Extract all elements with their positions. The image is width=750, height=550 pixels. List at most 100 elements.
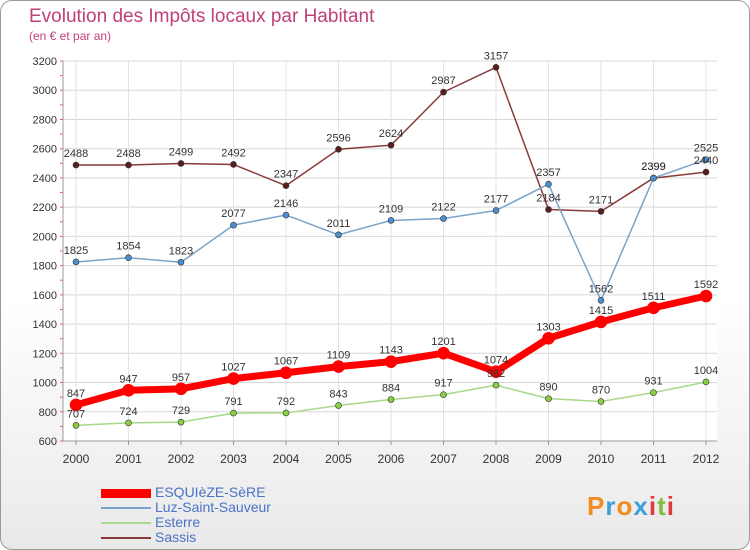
- data-label: 1823: [169, 245, 193, 257]
- data-point: [174, 382, 188, 396]
- data-point: [440, 88, 447, 96]
- data-label: 2146: [274, 198, 298, 210]
- data-point: [125, 419, 132, 427]
- data-point: [72, 422, 80, 429]
- data-label: 1562: [589, 283, 613, 295]
- data-label: 1074: [484, 355, 508, 367]
- logo-letter: o: [616, 491, 634, 521]
- data-point: [69, 398, 83, 412]
- y-tick-label: 600: [39, 436, 57, 448]
- data-point: [699, 289, 713, 303]
- data-label: 1109: [327, 350, 351, 362]
- logo-letter: r: [605, 491, 617, 521]
- data-point: [545, 206, 552, 213]
- data-point: [650, 174, 657, 182]
- logo-letter: t: [657, 491, 667, 521]
- y-tick-label: 3200: [33, 56, 57, 68]
- legend-label: ESQUIèZE-SèRE: [155, 484, 266, 500]
- data-label: 2357: [536, 167, 560, 179]
- data-label: 1027: [221, 362, 245, 374]
- data-label: 1143: [379, 345, 403, 357]
- data-point: [335, 145, 342, 153]
- data-point: [72, 258, 80, 266]
- data-label: 2488: [116, 148, 140, 160]
- data-label: 2122: [431, 202, 455, 214]
- data-point: [177, 258, 185, 266]
- y-tick-label: 2200: [33, 202, 57, 214]
- data-point: [702, 168, 710, 176]
- data-label: 982: [487, 368, 505, 380]
- logo-letter: x: [633, 491, 649, 521]
- data-point: [597, 208, 605, 215]
- data-label: 1854: [116, 241, 140, 253]
- y-tick-label: 2600: [33, 144, 57, 156]
- data-label: 1415: [589, 305, 613, 317]
- data-label: 2184: [536, 192, 560, 204]
- x-tick-label: 2003: [220, 452, 247, 466]
- data-point: [279, 366, 293, 380]
- data-point: [72, 161, 80, 169]
- data-point: [387, 141, 395, 149]
- x-tick-label: 2004: [273, 452, 300, 466]
- logo-letter: i: [666, 491, 675, 521]
- data-point: [384, 355, 398, 368]
- x-tick-label: 2006: [378, 452, 405, 466]
- data-point: [597, 398, 605, 405]
- y-tick-label: 3000: [33, 85, 57, 97]
- data-label: 957: [172, 372, 190, 384]
- chart-title: Evolution des Impôts locaux par Habitant: [29, 6, 375, 27]
- legend-label: Esterre: [155, 514, 201, 530]
- data-point: [597, 297, 605, 304]
- data-point: [545, 395, 552, 402]
- data-point: [647, 301, 660, 315]
- data-point: [282, 182, 290, 189]
- data-point: [282, 211, 290, 219]
- data-label: 3157: [484, 50, 508, 62]
- data-point: [177, 160, 185, 167]
- data-label: 2987: [431, 75, 455, 87]
- legend-swatch: [101, 537, 151, 539]
- legend-swatch: [101, 522, 151, 524]
- data-label: 2171: [589, 194, 613, 206]
- data-label: 2596: [326, 132, 350, 144]
- data-point: [332, 360, 345, 373]
- legend-swatch: [101, 488, 151, 498]
- proxiti-logo: Proxiti: [587, 491, 675, 522]
- data-point: [125, 254, 132, 262]
- x-tick-label: 2011: [641, 452, 667, 466]
- data-point: [440, 215, 447, 222]
- x-tick-label: 2009: [535, 452, 562, 466]
- data-point: [492, 63, 500, 71]
- data-point: [440, 391, 447, 398]
- data-label: 2525: [694, 143, 718, 155]
- data-point: [387, 396, 395, 403]
- data-label: 2488: [64, 148, 88, 160]
- data-point: [437, 346, 450, 360]
- data-label: 1825: [64, 245, 88, 257]
- x-tick-label: 2001: [115, 452, 142, 466]
- plot-area: [63, 61, 717, 441]
- data-point: [335, 231, 342, 239]
- logo-letter: i: [648, 491, 658, 521]
- x-tick-label: 2002: [168, 452, 195, 466]
- data-point: [594, 315, 608, 329]
- x-tick-label: 2010: [588, 452, 615, 466]
- logo-letter: P: [587, 491, 606, 521]
- y-tick-label: 1400: [33, 319, 57, 331]
- data-label: 2624: [379, 128, 403, 140]
- y-tick-label: 1800: [33, 261, 57, 273]
- data-label: 884: [382, 382, 400, 394]
- y-tick-label: 1000: [33, 378, 57, 390]
- data-label: 890: [539, 382, 557, 394]
- legend-label: Sassis: [155, 529, 197, 545]
- data-point: [492, 381, 500, 389]
- data-label: 931: [644, 376, 662, 388]
- data-label: 792: [277, 396, 295, 408]
- data-point: [492, 207, 500, 214]
- legend-swatch: [101, 507, 151, 509]
- data-label: 947: [119, 373, 137, 385]
- data-label: 2011: [327, 218, 351, 230]
- data-label: 2077: [221, 208, 245, 220]
- data-label: 1592: [694, 279, 718, 291]
- data-point: [702, 378, 710, 386]
